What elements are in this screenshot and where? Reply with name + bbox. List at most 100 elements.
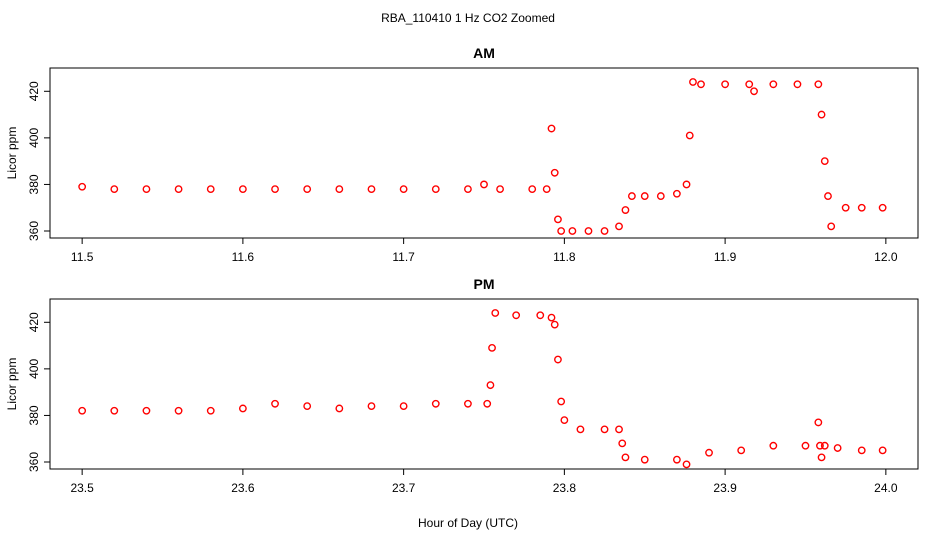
x-tick-label: 23.5	[70, 481, 94, 495]
data-point	[271, 185, 279, 193]
y-tick-label: 360	[27, 452, 41, 472]
x-tick-label: 23.6	[231, 481, 255, 495]
data-point	[367, 185, 376, 193]
data-point	[547, 124, 556, 133]
panel-title: AM	[473, 45, 495, 61]
data-point	[399, 185, 408, 193]
data-point	[817, 110, 826, 119]
data-point	[554, 215, 562, 224]
figure-title: RBA_110410 1 Hz CO2 Zoomed	[381, 11, 555, 25]
data-point	[618, 439, 627, 448]
data-point	[769, 441, 778, 450]
plot-frame	[49, 67, 919, 239]
x-tick-label: 24.0	[874, 481, 898, 495]
data-point	[142, 185, 151, 193]
data-point	[656, 192, 665, 200]
data-point	[557, 397, 566, 406]
data-point	[584, 227, 593, 235]
data-point	[745, 80, 754, 89]
data-point	[820, 441, 829, 450]
data-point	[576, 425, 585, 434]
data-point	[496, 185, 504, 193]
x-tick-label: 23.8	[553, 481, 577, 495]
data-point	[174, 185, 183, 193]
data-point	[682, 180, 691, 189]
data-point	[820, 157, 829, 166]
data-point	[550, 168, 559, 177]
data-point	[833, 444, 842, 452]
data-point	[399, 402, 408, 411]
data-point	[271, 399, 279, 408]
data-point	[550, 320, 559, 329]
data-point	[335, 185, 344, 193]
data-point	[431, 185, 440, 193]
data-point	[560, 416, 569, 424]
data-point	[857, 446, 866, 455]
data-point	[814, 418, 823, 427]
data-point	[303, 402, 312, 411]
data-point	[640, 455, 649, 464]
x-tick-label: 11.8	[553, 250, 576, 264]
data-point	[110, 406, 119, 415]
data-point	[640, 192, 649, 200]
data-point	[483, 399, 492, 408]
data-point	[750, 87, 758, 96]
y-axis-label: Licor ppm	[5, 127, 19, 180]
data-point	[206, 185, 215, 193]
data-point	[600, 227, 609, 235]
data-point	[672, 455, 681, 464]
data-point	[824, 192, 832, 200]
data-point	[793, 80, 802, 89]
x-tick-label: 11.9	[714, 250, 737, 264]
x-tick-label: 11.5	[71, 250, 94, 264]
data-point	[817, 453, 826, 462]
data-point	[557, 227, 566, 235]
data-point	[705, 448, 713, 457]
x-tick-label: 23.9	[713, 481, 737, 495]
data-point	[672, 189, 681, 198]
data-point	[488, 344, 496, 352]
data-point	[238, 185, 247, 193]
data-point	[303, 185, 312, 193]
y-tick-label: 380	[27, 174, 41, 194]
figure-xlabel: Hour of Day (UTC)	[418, 516, 518, 530]
data-point	[206, 406, 215, 415]
data-point	[486, 381, 495, 390]
panel-title: PM	[474, 276, 495, 292]
x-tick-label: 11.6	[232, 250, 255, 264]
data-point	[78, 182, 87, 191]
data-point	[431, 399, 440, 408]
data-point	[615, 222, 623, 231]
data-point	[600, 425, 609, 434]
panel-pm: PM 23.5 23.6 23.7 23.8 23.9 24.0 360 380 400 420 Li…	[5, 276, 919, 495]
data-point	[615, 425, 623, 434]
data-point	[528, 185, 537, 193]
data-point	[689, 78, 697, 86]
y-tick-label: 420	[27, 312, 41, 332]
data-point	[491, 309, 500, 317]
data-point	[621, 453, 630, 462]
data-point	[568, 227, 577, 235]
data-point	[542, 185, 551, 193]
plot-frame	[49, 298, 919, 470]
data-point	[238, 404, 247, 413]
data-point	[464, 185, 472, 193]
x-tick-label: 12.0	[874, 250, 898, 264]
data-point	[857, 203, 866, 212]
data-point	[801, 441, 810, 450]
y-tick-label: 400	[27, 128, 41, 148]
data-point	[827, 222, 836, 231]
data-point	[685, 131, 694, 140]
data-point	[878, 446, 887, 455]
y-tick-label: 420	[27, 81, 41, 101]
y-axis-label: Licor ppm	[5, 358, 19, 411]
data-point	[554, 355, 562, 364]
data-point	[769, 80, 778, 89]
data-point	[547, 313, 556, 322]
data-point	[335, 404, 344, 413]
data-point	[512, 311, 521, 320]
data-point	[174, 406, 183, 415]
data-point	[697, 80, 705, 89]
data-point	[142, 406, 151, 415]
